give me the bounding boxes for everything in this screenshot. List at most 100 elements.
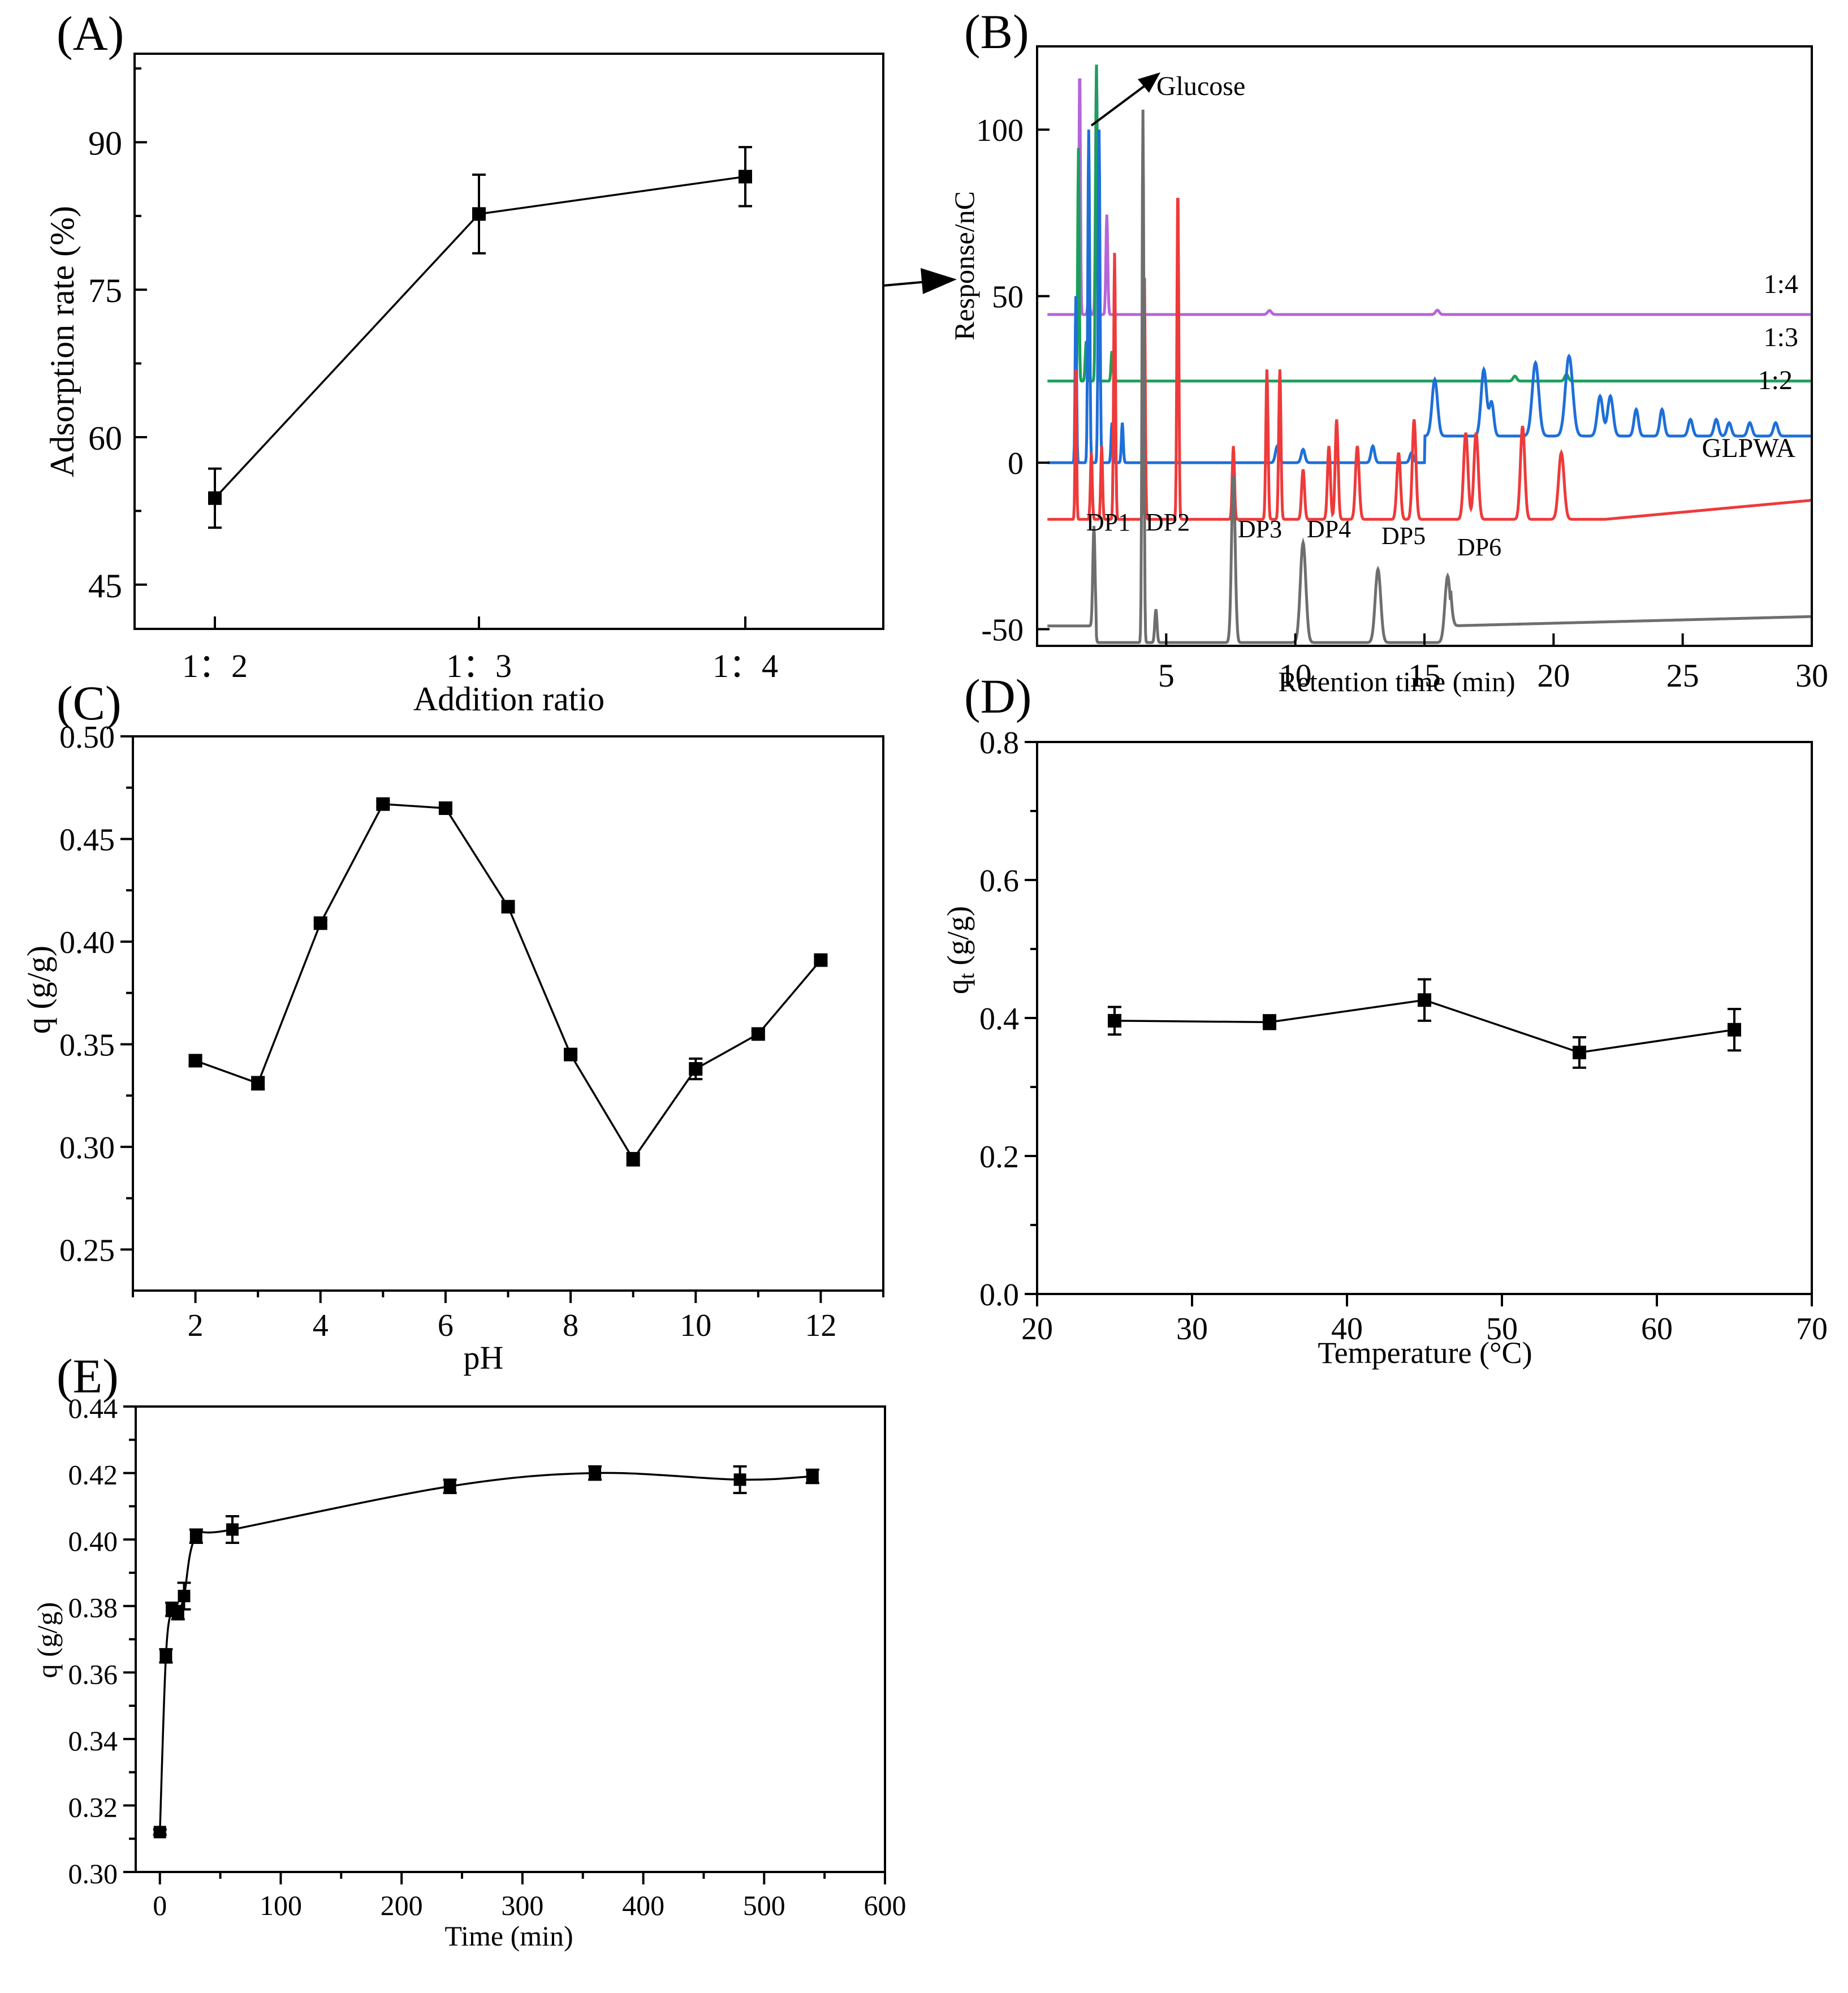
y-tick-label: 75: [88, 272, 122, 309]
peak-label: DP4: [1307, 515, 1351, 543]
data-point: [178, 1590, 191, 1603]
y-tick-label: 0.42: [68, 1459, 118, 1491]
peak-label: DP5: [1381, 522, 1426, 550]
x-tick-label: 10: [680, 1308, 711, 1343]
y-title-unit: (g/g): [941, 906, 975, 973]
x-tick-label: 500: [743, 1890, 785, 1921]
data-point: [733, 1473, 746, 1486]
series-label: 1:3: [1764, 322, 1798, 352]
plot-area: [1047, 64, 1812, 644]
panel-c: (C) 2 4 6 8 10 12 0.25 0.30 0.35 0.40 0.45 0.50 pH q (…: [20, 676, 884, 1376]
y-tick-label: 0.44: [68, 1392, 118, 1424]
y-axis-title: Response/nC: [948, 191, 980, 340]
x-tick-label: 600: [864, 1890, 906, 1921]
panel-d: (D) 20 30 40 50 60 70 0.0 0.2 0.4 0.6 0.8 Temperatur…: [941, 669, 1828, 1370]
peak-label: DP3: [1238, 515, 1282, 543]
x-tick-label: 20: [1021, 1312, 1053, 1347]
y-tick-label: 0.25: [59, 1233, 115, 1268]
x-tick-label: 70: [1796, 1312, 1828, 1347]
x-tick-label: 0: [153, 1890, 167, 1921]
y-tick-label: 0.36: [68, 1658, 118, 1690]
y-tick-label: 0.34: [68, 1725, 118, 1757]
panel-b: (B) 5 10 15 20 25 30 -50 0 50 100 Retention time (m…: [948, 5, 1828, 697]
x-tick-label: 30: [1795, 657, 1828, 694]
x-tick-label: 200: [381, 1890, 423, 1921]
y-tick-label: 0: [1008, 446, 1024, 481]
panel-label: (C): [57, 676, 122, 730]
x-tick-label: 400: [622, 1890, 664, 1921]
data-point: [589, 1466, 602, 1479]
data-point: [443, 1480, 456, 1493]
data-point: [251, 1076, 265, 1090]
y-tick-label: 0.40: [68, 1525, 118, 1557]
y-tick-label: 0.40: [59, 925, 115, 960]
data-point: [1573, 1046, 1586, 1059]
x-tick-label: 1：4: [713, 648, 778, 684]
y-title-main: q: [941, 979, 975, 994]
series-label: GLPWA: [1702, 433, 1796, 463]
x-axis-title: Time (min): [444, 1920, 573, 1952]
data-point: [188, 1054, 202, 1068]
y-axis-title: q (g/g): [20, 946, 57, 1034]
y-tick-label: 0.30: [68, 1858, 118, 1890]
x-tick-label: 15: [1408, 657, 1441, 694]
y-tick-label: 50: [992, 280, 1024, 315]
series-line: [1047, 197, 1812, 521]
data-point: [226, 1523, 239, 1536]
y-tick-label: 0.32: [68, 1791, 118, 1823]
x-tick-label: 5: [1158, 657, 1175, 694]
x-axis-title: Temperature (°C): [1318, 1336, 1532, 1370]
glucose-arrow-head: [1138, 72, 1160, 93]
data-point: [806, 1470, 819, 1483]
x-axis-title: pH: [464, 1339, 504, 1376]
x-tick-label: 30: [1176, 1312, 1208, 1347]
x-tick-label: 50: [1486, 1312, 1518, 1347]
series-label: 1:2: [1758, 365, 1793, 395]
peak-label: DP6: [1457, 533, 1501, 561]
x-axis-title: Addition ratio: [413, 680, 605, 718]
data-point: [472, 207, 486, 221]
data-point: [689, 1062, 703, 1076]
peak-label: DP2: [1146, 508, 1190, 536]
y-tick-label: 100: [976, 113, 1024, 148]
panel-e: (E) 0 100 200 300 400 500 600 0.30 0.32 0.34 0.36 0.…: [31, 1349, 906, 1952]
x-tick-label: 10: [1279, 657, 1312, 694]
x-axis-title: Retention time (min): [1278, 666, 1515, 697]
series-line: [1047, 109, 1812, 644]
x-tick-label: 300: [501, 1890, 543, 1921]
x-tick-label: 60: [1641, 1312, 1673, 1347]
data-point: [153, 1826, 166, 1839]
y-title-sub: t: [955, 973, 979, 979]
x-tick-label: 1：2: [182, 648, 248, 684]
data-point: [1108, 1013, 1121, 1028]
y-tick-label: 0.2: [979, 1140, 1019, 1175]
data-point: [501, 900, 515, 914]
y-tick-label: 0.0: [979, 1278, 1019, 1313]
panel-a: (A) 45 60 75 90 1：2 1：3 1：4 Addition ratio Adsorp…: [44, 6, 884, 718]
data-point: [626, 1152, 640, 1166]
panel-label: (D): [964, 669, 1031, 723]
y-axis-title: q (g/g): [31, 1602, 63, 1679]
data-point: [159, 1649, 172, 1662]
y-tick-label: 0.45: [59, 822, 115, 857]
series-line: [1047, 130, 1812, 464]
y-tick-label: 0.50: [59, 720, 115, 755]
panel-label: (A): [57, 6, 124, 61]
x-tick-label: 20: [1537, 657, 1570, 694]
data-point: [739, 170, 752, 184]
connector-arrow: [883, 268, 957, 294]
y-tick-label: -50: [981, 613, 1024, 648]
x-tick-label: 12: [805, 1308, 836, 1343]
y-tick-label: 0.6: [979, 864, 1019, 899]
x-tick-label: 100: [260, 1890, 302, 1921]
data-point: [751, 1027, 765, 1041]
peak-label: DP1: [1086, 508, 1130, 536]
glucose-arrow-line: [1090, 78, 1155, 127]
data-line: [195, 803, 822, 1161]
y-tick-label: 0.38: [68, 1592, 118, 1624]
series-label: 1:4: [1764, 269, 1798, 299]
x-tick-label: 2: [188, 1308, 204, 1343]
data-point: [814, 953, 828, 967]
y-tick-label: 60: [88, 420, 122, 457]
